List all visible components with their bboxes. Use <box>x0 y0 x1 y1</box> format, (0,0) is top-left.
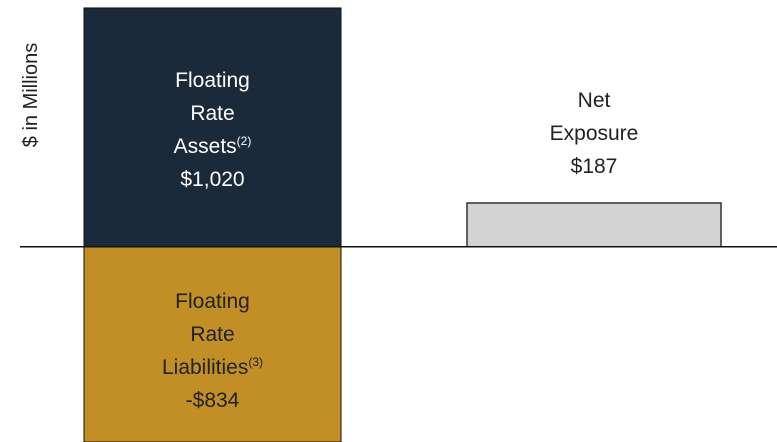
category-label: Net Exposure <box>549 88 639 145</box>
value-label: -$834 <box>185 388 240 412</box>
value-label: $187 <box>570 154 618 178</box>
bar <box>466 202 722 248</box>
category-label: Floating Rate Assets <box>173 68 250 158</box>
value-label: $1,020 <box>180 167 245 191</box>
bar <box>83 7 342 248</box>
category-label: Floating Rate Liabilities <box>161 289 250 379</box>
bar-label: Floating Rate Liabilities(3) -$834 <box>88 285 338 417</box>
y-axis-label: $ in Millions <box>20 43 42 147</box>
footnote: (2) <box>236 133 252 148</box>
bar <box>83 246 342 442</box>
bar-label: Floating Rate Assets(2) $1,020 <box>88 64 338 196</box>
bar-label: Net Exposure $187 <box>469 84 719 183</box>
footnote: (3) <box>248 354 264 369</box>
